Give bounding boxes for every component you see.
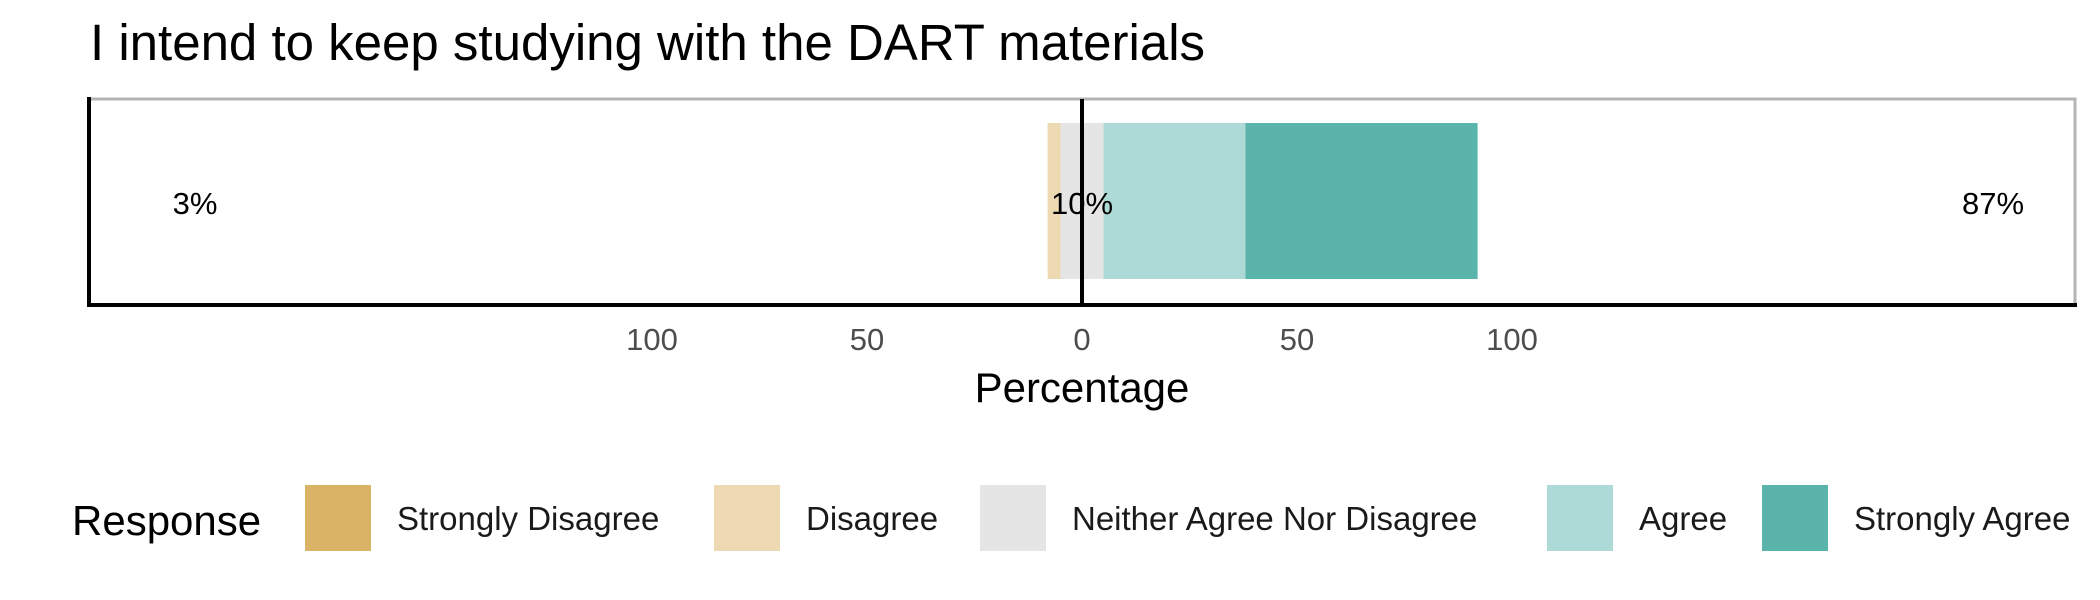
chart-title: I intend to keep studying with the DART … [90, 14, 1205, 71]
x-tick-label: 50 [1280, 322, 1314, 357]
bars-group [1047, 123, 1478, 279]
legend-swatch-neither-agree-nor-disagree [980, 485, 1046, 551]
legend-label-neither-agree-nor-disagree: Neither Agree Nor Disagree [1072, 500, 1477, 537]
legend-swatch-agree [1547, 485, 1613, 551]
x-axis-title: Percentage [975, 364, 1190, 411]
legend-label-agree: Agree [1639, 500, 1727, 537]
legend: Response Strongly Disagree Disagree Neithe… [72, 485, 2070, 551]
legend-swatch-strongly-disagree [305, 485, 371, 551]
legend-label-disagree: Disagree [806, 500, 938, 537]
bar-agree [1103, 123, 1246, 279]
legend-swatch-strongly-agree [1762, 485, 1828, 551]
bar-disagree [1047, 123, 1061, 279]
x-tick-label: 0 [1073, 322, 1090, 357]
x-tick-labels: 100 50 0 50 100 [626, 322, 1538, 357]
legend-label-strongly-agree: Strongly Agree [1854, 500, 2070, 537]
legend-swatch-disagree [714, 485, 780, 551]
bar-strongly-agree [1245, 123, 1478, 279]
legend-label-strongly-disagree: Strongly Disagree [397, 500, 659, 537]
x-tick-label: 100 [626, 322, 678, 357]
pct-label-neutral: 10% [1051, 186, 1113, 221]
x-tick-label: 50 [850, 322, 884, 357]
pct-label-low: 3% [173, 186, 218, 221]
pct-label-high: 87% [1962, 186, 2024, 221]
legend-title: Response [72, 497, 261, 544]
x-tick-label: 100 [1486, 322, 1538, 357]
